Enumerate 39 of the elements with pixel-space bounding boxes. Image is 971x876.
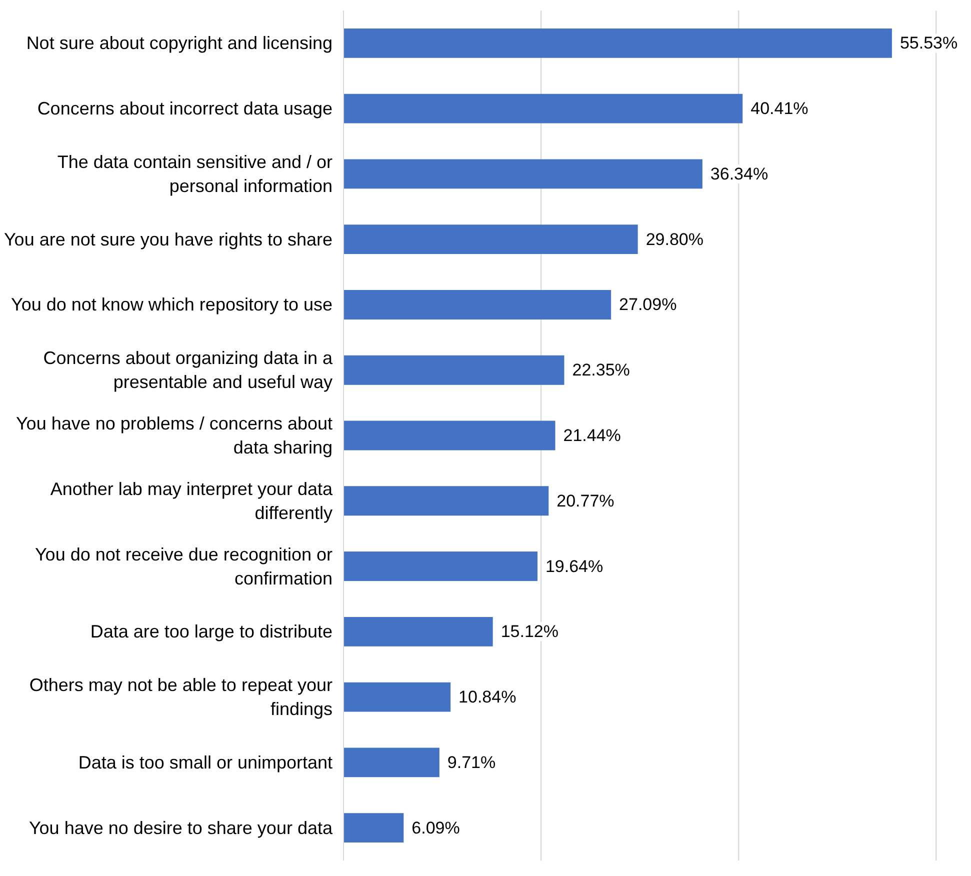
- data-label: 19.64%: [545, 556, 604, 576]
- y-tick-label: Data is too small or unimportant: [78, 752, 332, 772]
- data-label: 9.71%: [447, 752, 496, 772]
- data-label: 21.44%: [563, 426, 621, 445]
- data-label: 10.84%: [458, 688, 516, 707]
- data-label: 20.77%: [556, 491, 614, 510]
- y-tick-label: The data contain sensitive and / or personal information: [57, 152, 333, 196]
- y-tick-label: Concerns about incorrect data usage: [37, 98, 333, 119]
- bar: [344, 813, 404, 843]
- bar: [344, 355, 564, 385]
- bar: [344, 290, 612, 320]
- data-label: 6.09%: [412, 818, 460, 838]
- bar: [344, 748, 440, 778]
- bar: [344, 682, 451, 712]
- y-tick-label: You do not know which repository to use: [10, 294, 332, 315]
- data-label: 15.12%: [500, 622, 559, 642]
- bar: [344, 28, 892, 58]
- y-tick-label: Another lab may interpret your data differently: [50, 478, 334, 523]
- bar: [344, 94, 743, 124]
- bar: [344, 224, 638, 254]
- y-tick-label: Concerns about organizing data in a presentable and useful way: [43, 348, 334, 392]
- y-tick-label: You have no desire to share your data: [28, 818, 334, 838]
- data-label: 55.53%: [900, 34, 958, 53]
- y-tick-label: Not sure about copyright and licensing: [26, 33, 333, 54]
- data-label: 22.35%: [572, 360, 630, 380]
- data-label: 29.80%: [646, 230, 704, 249]
- y-tick-label: You have no problems / concerns about data sharing: [16, 414, 333, 458]
- bar: [344, 420, 556, 450]
- y-tick-label: You do not receive due recognition or confirmation: [34, 544, 333, 588]
- y-tick-label: You are not sure you have rights to share: [4, 229, 333, 250]
- bar: [344, 159, 702, 189]
- bar: [344, 486, 549, 516]
- data-label: 27.09%: [619, 295, 677, 314]
- bar: [344, 552, 538, 581]
- bar: [344, 616, 493, 646]
- y-tick-label: Others may not be able to repeat your findings: [29, 675, 333, 720]
- y-tick-label: Data are too large to distribute: [90, 622, 332, 642]
- data-label: 36.34%: [710, 164, 768, 184]
- data-label: 40.41%: [750, 99, 808, 118]
